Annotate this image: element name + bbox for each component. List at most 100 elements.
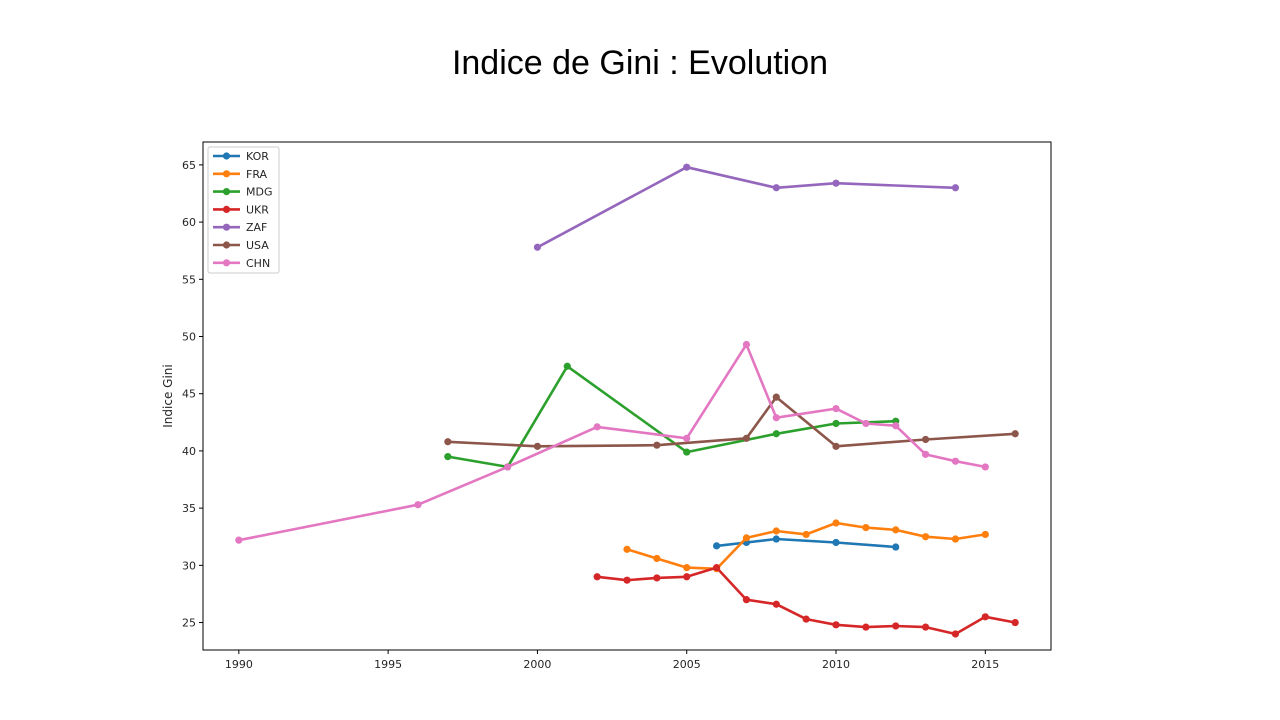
data-point xyxy=(623,576,631,584)
data-point xyxy=(892,543,900,551)
x-tick-label: 2000 xyxy=(523,658,551,671)
y-tick-label: 40 xyxy=(182,445,196,458)
y-tick-label: 65 xyxy=(182,159,196,172)
y-tick-label: 45 xyxy=(182,388,196,401)
data-point xyxy=(981,613,989,621)
data-point xyxy=(772,535,780,543)
x-tick-label: 2005 xyxy=(673,658,701,671)
data-point xyxy=(832,538,840,547)
data-point xyxy=(802,530,810,539)
legend-marker xyxy=(222,205,231,213)
data-point xyxy=(862,623,870,631)
y-tick-label: 25 xyxy=(182,617,196,630)
legend-marker xyxy=(222,170,231,178)
data-point xyxy=(235,536,243,544)
data-point xyxy=(951,184,960,192)
data-point xyxy=(951,535,960,543)
y-ticks: 25 30 35 40 45 50 55 60 65 xyxy=(182,159,203,630)
data-point xyxy=(832,419,840,428)
series-chn xyxy=(235,340,989,544)
data-point xyxy=(772,527,780,535)
x-tick-label: 2015 xyxy=(971,658,999,671)
data-point xyxy=(593,573,601,581)
data-point xyxy=(892,622,900,630)
data-point xyxy=(772,184,780,192)
data-point xyxy=(862,523,870,532)
data-point xyxy=(832,404,840,413)
legend-label: MDG xyxy=(246,186,273,199)
x-tick-label: 2010 xyxy=(822,658,850,671)
data-point xyxy=(772,600,780,608)
data-point xyxy=(772,393,780,401)
data-point xyxy=(683,163,691,171)
data-point xyxy=(951,630,960,638)
data-point xyxy=(921,623,930,631)
data-point xyxy=(921,450,930,458)
legend-marker xyxy=(222,223,231,231)
data-point xyxy=(951,457,960,465)
y-tick-label: 60 xyxy=(182,216,196,229)
data-point xyxy=(802,615,810,623)
data-point xyxy=(981,530,989,539)
legend-label: KOR xyxy=(246,150,269,163)
data-point xyxy=(533,243,542,251)
data-point xyxy=(832,442,840,450)
legend-label: USA xyxy=(246,239,269,252)
data-point xyxy=(742,434,751,442)
legend: KOR FRA MDG UKR ZAF USA CHN xyxy=(207,146,280,274)
legend-label: FRA xyxy=(246,168,268,181)
series-fra xyxy=(623,519,989,573)
y-tick-label: 50 xyxy=(182,331,196,344)
legend-marker xyxy=(222,188,231,196)
data-point xyxy=(892,526,900,534)
y-tick-label: 35 xyxy=(182,502,196,515)
series-kor xyxy=(712,535,900,551)
data-point xyxy=(981,463,989,471)
x-ticks: 1990 1995 2000 2005 2010 2015 xyxy=(225,650,999,671)
slide-title: Indice de Gini : Evolution xyxy=(451,44,829,82)
data-point xyxy=(921,435,930,444)
data-point xyxy=(593,423,601,431)
series-group xyxy=(235,163,1019,638)
x-tick-label: 1995 xyxy=(374,658,402,671)
data-point xyxy=(444,453,452,461)
legend-marker xyxy=(222,259,231,267)
data-point xyxy=(832,519,840,527)
data-point xyxy=(623,545,631,553)
data-point xyxy=(832,621,840,629)
data-point xyxy=(653,441,661,449)
data-point xyxy=(683,434,691,442)
plot-area xyxy=(202,141,1052,651)
data-point xyxy=(1011,430,1019,438)
y-tick-label: 30 xyxy=(182,559,196,572)
data-point xyxy=(683,448,691,456)
data-point xyxy=(1011,618,1019,627)
legend-label: ZAF xyxy=(246,221,267,234)
data-point xyxy=(921,533,930,541)
data-point xyxy=(414,501,422,509)
data-point xyxy=(742,340,751,349)
data-point xyxy=(503,463,512,471)
legend-label: UKR xyxy=(246,203,269,216)
series-zaf xyxy=(533,163,960,251)
legend-marker xyxy=(222,152,231,160)
data-point xyxy=(742,596,751,604)
data-point xyxy=(683,564,691,572)
series-ukr xyxy=(593,564,1019,638)
data-point xyxy=(653,554,661,563)
legend-label: CHN xyxy=(246,257,270,270)
data-point xyxy=(832,179,840,187)
data-point xyxy=(444,438,452,446)
x-tick-label: 1990 xyxy=(225,658,253,671)
data-point xyxy=(772,430,780,438)
data-point xyxy=(712,542,721,550)
data-point xyxy=(683,573,691,581)
data-point xyxy=(563,362,571,370)
data-point xyxy=(653,574,661,582)
data-point xyxy=(712,564,721,572)
data-point xyxy=(862,419,870,428)
y-axis-label: Indice Gini xyxy=(161,364,175,427)
data-point xyxy=(742,534,751,542)
data-point xyxy=(772,414,780,422)
